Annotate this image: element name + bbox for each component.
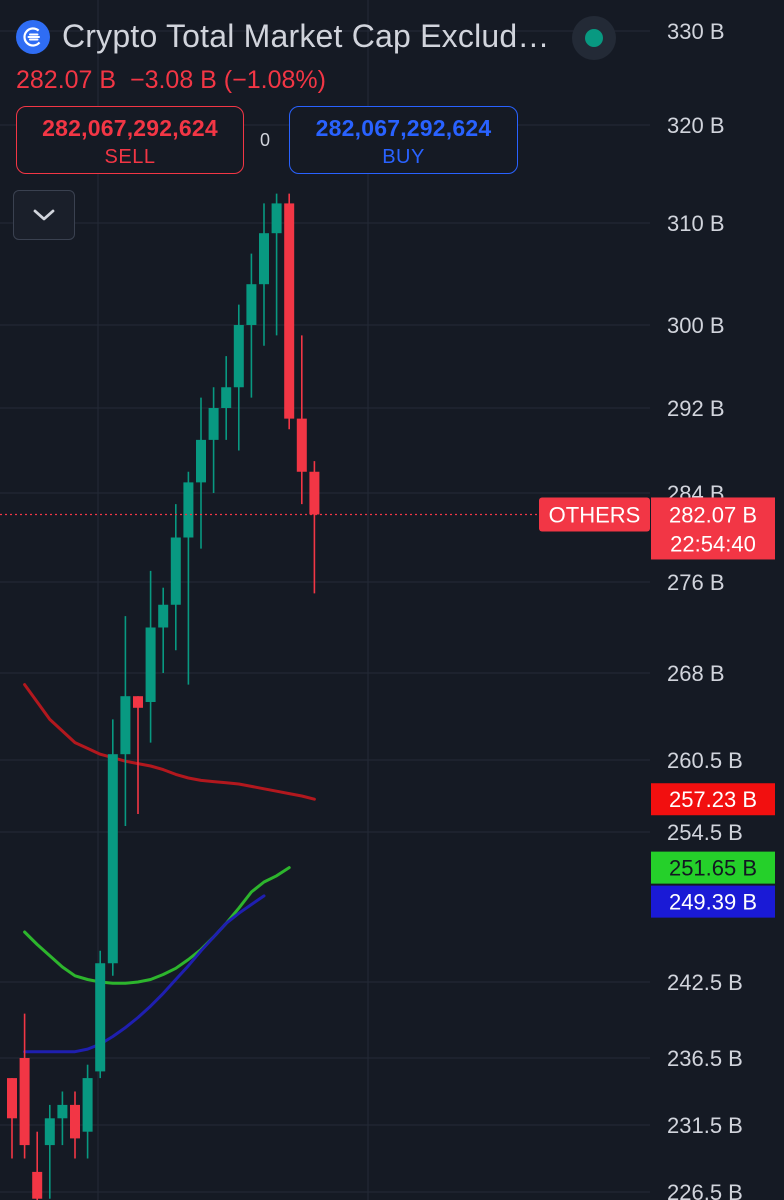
symbol-tag-label: OTHERS [549, 502, 641, 527]
indicator-price-tag-label: 251.65 B [669, 856, 757, 881]
candle-body [158, 604, 169, 628]
candle-body [120, 696, 131, 755]
price-axis-tags: OTHERS 282.07 B 22:54:40 257.23 B 251.65 B 24… [539, 497, 775, 918]
spread-value: 0 [260, 130, 271, 150]
candlestick-series [7, 193, 320, 1200]
chart-header: Crypto Total Market Cap Exclud… 282.07 B… [0, 0, 660, 190]
candle-body [170, 537, 181, 605]
candle-body [208, 408, 219, 440]
collapse-legend-button[interactable] [13, 190, 75, 240]
price-axis-label: 300 B [667, 313, 725, 338]
candle-body [57, 1104, 68, 1119]
candle-body [32, 1171, 43, 1199]
price-axis-label: 292 B [667, 396, 725, 421]
moving-average-lines [23, 683, 316, 1054]
price-axis-label: 231.5 B [667, 1113, 743, 1138]
price-axis-label: 276 B [667, 570, 725, 595]
price-axis-label: 254.5 B [667, 820, 743, 845]
price-axis-label: 236.5 B [667, 1046, 743, 1071]
indicator-price-tag [651, 885, 775, 918]
sell-button[interactable]: 282,067,292,624 SELL [16, 106, 244, 174]
candle-body [271, 203, 282, 234]
bar-countdown: 22:54:40 [670, 531, 756, 556]
price-axis-label: 268 B [667, 661, 725, 686]
candle-body [95, 963, 106, 1072]
indicator-price-tag-label: 257.23 B [669, 787, 757, 812]
candle-body [183, 482, 194, 538]
symbol-tag [539, 497, 650, 532]
symbol-title[interactable]: Crypto Total Market Cap Exclud… [62, 18, 550, 54]
crypto-logo-icon [16, 19, 50, 54]
candle-body [19, 1058, 30, 1146]
price-axis-label: 330 B [667, 19, 725, 44]
last-price-tag [651, 497, 775, 560]
price-axis-label: 226.5 B [667, 1180, 743, 1200]
price-axis-label: 320 B [667, 113, 725, 138]
candle-body [7, 1078, 17, 1119]
price-change-quote: 282.07 B −3.08 B (−1.08%) [16, 66, 326, 94]
candle-body [296, 418, 307, 472]
candle-body [284, 203, 295, 419]
price-axis-label: 260.5 B [667, 748, 743, 773]
buy-button[interactable]: 282,067,292,624 BUY [289, 106, 518, 174]
candle-body [133, 696, 143, 708]
symbol-title-row[interactable]: Crypto Total Market Cap Exclud… [16, 18, 550, 55]
sell-price: 282,067,292,624 [42, 115, 218, 141]
buy-label: BUY [382, 146, 425, 168]
moving-average-line [23, 866, 291, 985]
candle-body [259, 233, 269, 285]
candle-body [221, 387, 232, 408]
indicator-price-tag [651, 851, 775, 884]
sell-label: SELL [104, 146, 156, 168]
market-status-button[interactable] [572, 16, 616, 60]
price-axis-label: 310 B [667, 211, 725, 236]
last-price-value: 282.07 B [669, 502, 757, 527]
moving-average-line [23, 683, 316, 801]
candle-body [233, 325, 244, 388]
market-open-status-icon [585, 29, 603, 47]
candle-body [246, 284, 257, 325]
price-axis-label: 242.5 B [667, 970, 743, 995]
indicator-price-tag-label: 249.39 B [669, 890, 757, 915]
candle-body [70, 1104, 80, 1139]
buy-price: 282,067,292,624 [315, 115, 492, 141]
candle-body [196, 439, 206, 483]
candle-body [44, 1118, 55, 1146]
candle-body [107, 754, 118, 964]
candle-body [145, 627, 156, 702]
moving-average-line [23, 894, 266, 1054]
chevron-down-icon [33, 209, 55, 221]
candle-body [309, 471, 320, 515]
indicator-price-tag [651, 783, 775, 816]
candle-body [82, 1078, 93, 1132]
